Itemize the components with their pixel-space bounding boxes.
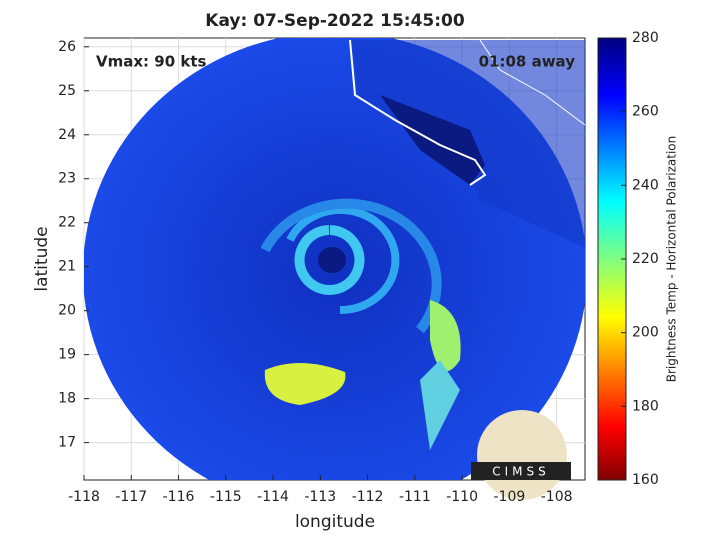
x-tick-label: -116 xyxy=(163,489,195,505)
y-tick-label: 23 xyxy=(58,171,76,187)
y-tick-label: 20 xyxy=(58,303,76,319)
y-tick-label: 18 xyxy=(58,391,76,407)
x-tick-label: -110 xyxy=(446,489,478,505)
y-tick-label: 25 xyxy=(58,83,76,99)
colorbar-tick-label: 180 xyxy=(632,398,659,414)
colorbar-tick-label: 260 xyxy=(632,104,659,120)
colorbar-label: Brightness Temp - Horizontal Polarizatio… xyxy=(665,136,679,383)
colorbar-tick-label: 200 xyxy=(632,325,659,341)
y-tick-label: 17 xyxy=(58,435,76,451)
colorbar-tick-label: 280 xyxy=(632,30,659,46)
x-tick-label: -109 xyxy=(493,489,525,505)
x-tick-label: -115 xyxy=(210,489,242,505)
y-tick-label: 24 xyxy=(58,127,76,143)
y-tick-label: 21 xyxy=(58,259,76,275)
x-tick-label: -118 xyxy=(68,489,100,505)
logo-text: CIMSS xyxy=(492,465,550,479)
colorbar-tick-label: 240 xyxy=(632,177,659,193)
x-tick-label: -112 xyxy=(352,489,384,505)
imagery xyxy=(84,38,585,480)
x-tick-label: -108 xyxy=(541,489,573,505)
x-axis-label: longitude xyxy=(295,512,375,532)
logo: CIMSS xyxy=(471,410,571,500)
x-tick-label: -117 xyxy=(115,489,147,505)
y-axis-label: latitude xyxy=(32,226,52,291)
annotation: 01:08 away xyxy=(479,53,576,71)
x-tick-label: -114 xyxy=(257,489,289,505)
colorbar-tick-label: 220 xyxy=(632,251,659,267)
y-tick-label: 19 xyxy=(58,347,76,363)
chart-title: Kay: 07-Sep-2022 15:45:00 xyxy=(205,11,465,31)
y-tick-label: 26 xyxy=(58,39,76,55)
colorbar-tick-label: 160 xyxy=(632,472,659,488)
x-tick-label: -111 xyxy=(399,489,431,505)
annotation: Vmax: 90 kts xyxy=(96,53,206,71)
y-tick-label: 22 xyxy=(58,215,76,231)
x-tick-label: -113 xyxy=(304,489,336,505)
